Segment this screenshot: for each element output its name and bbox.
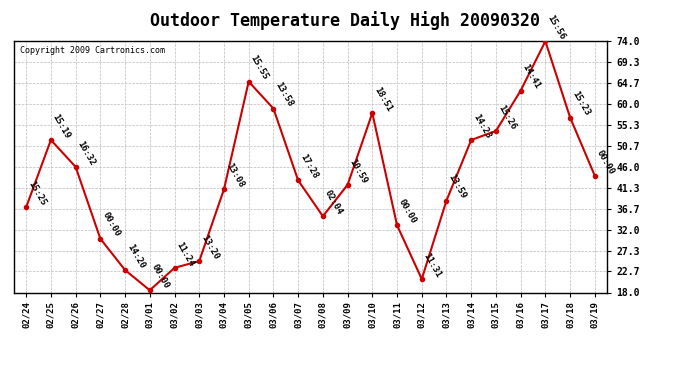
Text: 14:41: 14:41 — [521, 63, 542, 91]
Text: 00:00: 00:00 — [150, 262, 171, 290]
Text: 13:08: 13:08 — [224, 162, 245, 189]
Text: 13:59: 13:59 — [446, 173, 468, 201]
Text: 14:20: 14:20 — [125, 242, 146, 270]
Text: 15:56: 15:56 — [545, 13, 566, 41]
Text: Outdoor Temperature Daily High 20090320: Outdoor Temperature Daily High 20090320 — [150, 11, 540, 30]
Text: 10:59: 10:59 — [348, 157, 369, 185]
Text: 15:26: 15:26 — [496, 103, 518, 131]
Text: 14:23: 14:23 — [471, 112, 493, 140]
Text: 11:24: 11:24 — [175, 240, 196, 268]
Text: 00:00: 00:00 — [595, 148, 616, 176]
Text: 13:20: 13:20 — [199, 233, 221, 261]
Text: 15:23: 15:23 — [570, 90, 591, 117]
Text: 11:31: 11:31 — [422, 251, 443, 279]
Text: 00:00: 00:00 — [397, 197, 418, 225]
Text: 13:58: 13:58 — [273, 81, 295, 108]
Text: 02:04: 02:04 — [323, 189, 344, 216]
Text: 15:25: 15:25 — [26, 180, 48, 207]
Text: 15:19: 15:19 — [51, 112, 72, 140]
Text: 18:51: 18:51 — [373, 85, 393, 113]
Text: 16:32: 16:32 — [76, 139, 97, 167]
Text: 15:55: 15:55 — [248, 54, 270, 82]
Text: Copyright 2009 Cartronics.com: Copyright 2009 Cartronics.com — [20, 46, 165, 55]
Text: 00:00: 00:00 — [100, 211, 121, 238]
Text: 17:28: 17:28 — [298, 153, 319, 180]
